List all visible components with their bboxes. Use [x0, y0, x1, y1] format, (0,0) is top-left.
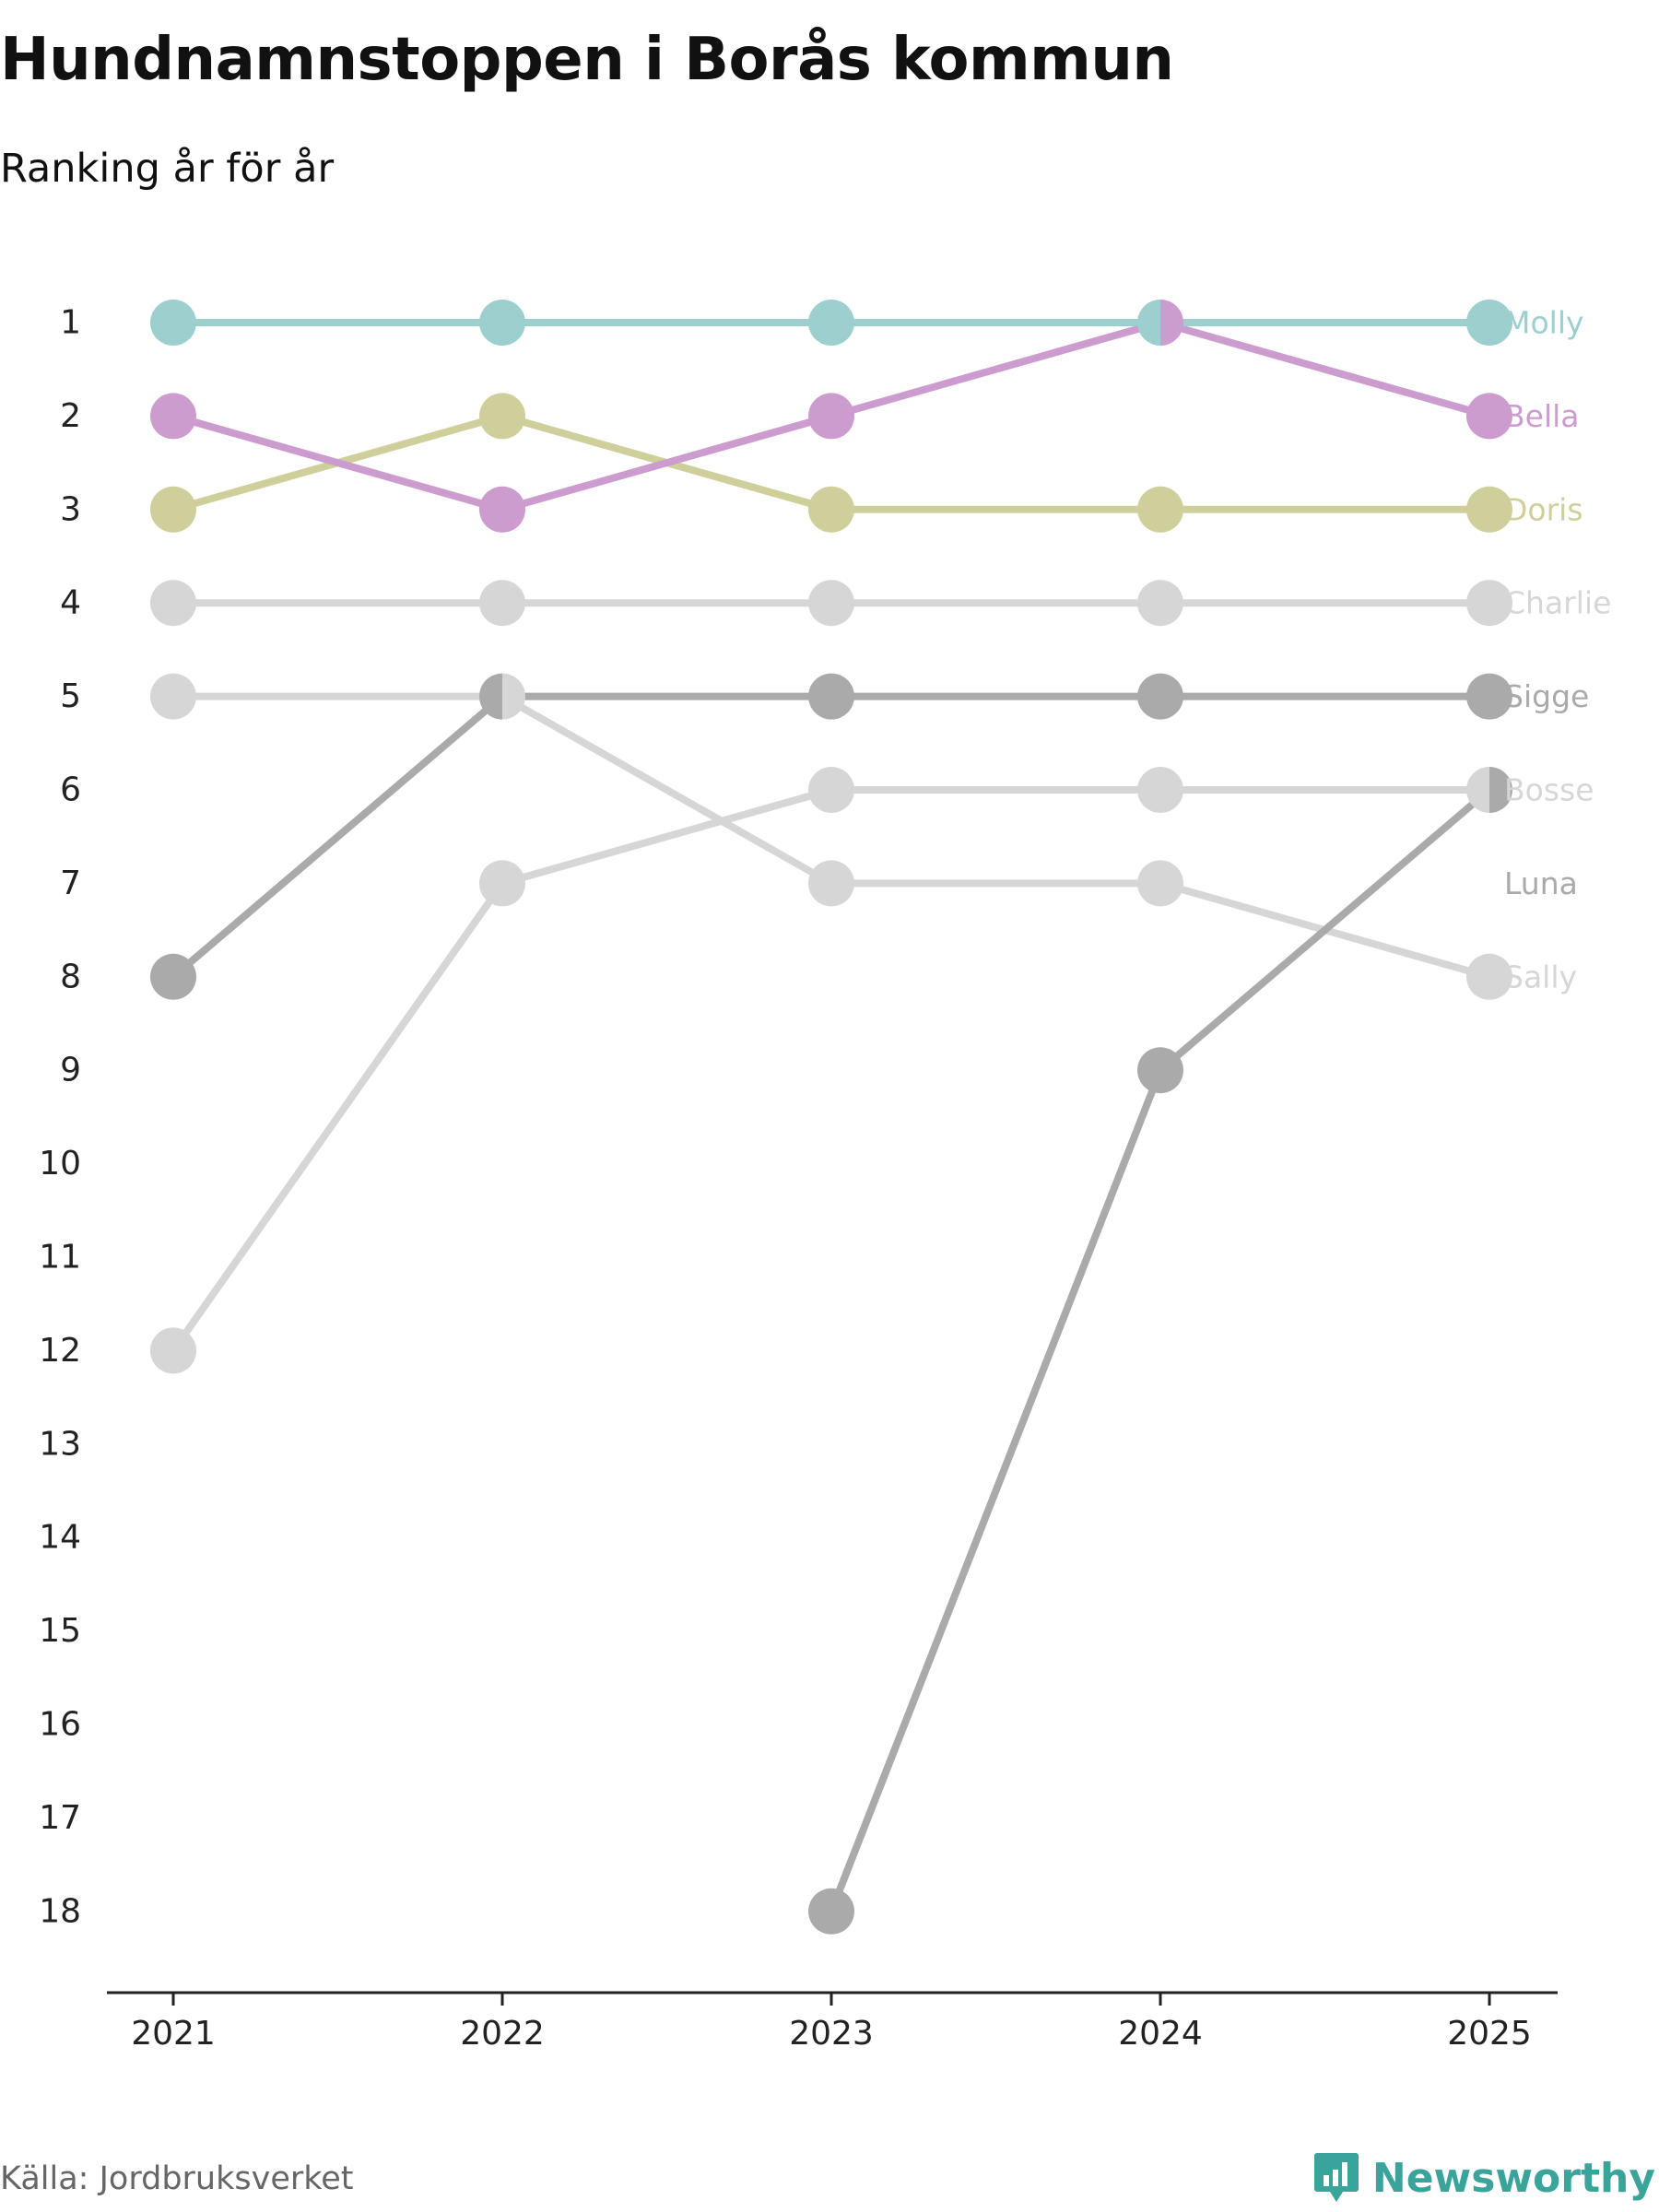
- y-tick-label: 11: [39, 1239, 81, 1277]
- point-bosse[interactable]: [1466, 767, 1489, 813]
- brand-name: Newsworthy: [1371, 2154, 1655, 2202]
- bar-chart-logo-icon: [1313, 2153, 1359, 2202]
- series-label-bosse: Bosse: [1504, 772, 1594, 808]
- series-label-charlie: Charlie: [1504, 585, 1611, 621]
- y-tick-label: 1: [60, 304, 81, 342]
- point-molly[interactable]: [479, 300, 525, 346]
- point-bella[interactable]: [479, 486, 525, 533]
- point-doris[interactable]: [1466, 486, 1512, 533]
- y-tick-label: 10: [39, 1145, 81, 1182]
- y-tick-label: 14: [39, 1519, 81, 1557]
- point-luna[interactable]: [1489, 767, 1512, 813]
- point-sigge[interactable]: [479, 673, 502, 720]
- point-bosse[interactable]: [479, 860, 525, 907]
- point-molly[interactable]: [1466, 300, 1512, 346]
- series-label-luna: Luna: [1504, 865, 1578, 901]
- y-tick-label: 2: [60, 397, 81, 435]
- y-tick-label: 15: [39, 1612, 81, 1650]
- y-tick-label: 3: [60, 490, 81, 528]
- series-line-sally: [170, 692, 1493, 981]
- series-label-sally: Sally: [1504, 959, 1577, 994]
- x-tick-label: 2023: [789, 2015, 874, 2053]
- y-tick-label: 12: [39, 1332, 81, 1370]
- x-axis: 2021 2022 2023 2024 2025: [131, 1993, 1532, 2053]
- y-tick-label: 13: [39, 1425, 81, 1463]
- point-bella[interactable]: [808, 393, 854, 440]
- series-line-luna: [828, 786, 1493, 1915]
- y-tick-label: 18: [39, 1892, 81, 1930]
- point-molly[interactable]: [808, 300, 854, 346]
- x-tick-label: 2025: [1447, 2015, 1532, 2053]
- series-line-sigge: [170, 692, 1493, 981]
- point-charlie[interactable]: [150, 580, 196, 627]
- y-tick-label: 7: [60, 865, 81, 902]
- point-bosse[interactable]: [808, 767, 854, 813]
- source-note: Källa: Jordbruksverket: [0, 2160, 354, 2197]
- point-sally[interactable]: [1137, 860, 1183, 907]
- chart-title: Hundnamnstoppen i Borås kommun: [0, 26, 1174, 94]
- point-molly[interactable]: [1137, 300, 1160, 346]
- y-tick-label: 5: [60, 677, 81, 715]
- x-tick-label: 2022: [460, 2015, 545, 2053]
- point-bella[interactable]: [1466, 393, 1512, 440]
- point-bella[interactable]: [1160, 300, 1183, 346]
- point-luna[interactable]: [1137, 1047, 1183, 1094]
- point-luna[interactable]: [808, 1888, 854, 1935]
- point-sally[interactable]: [502, 673, 525, 720]
- y-tick-label: 16: [39, 1706, 81, 1744]
- series-label-molly: Molly: [1504, 305, 1584, 341]
- point-sigge[interactable]: [1137, 673, 1183, 720]
- series-label-sigge: Sigge: [1504, 678, 1589, 714]
- point-bosse[interactable]: [150, 1327, 196, 1374]
- point-charlie[interactable]: [808, 580, 854, 627]
- series-label-bella: Bella: [1504, 398, 1580, 434]
- chart-subtitle: Ranking år för år: [0, 146, 335, 192]
- series-points: [150, 300, 1512, 1935]
- point-charlie[interactable]: [479, 580, 525, 627]
- point-doris[interactable]: [150, 486, 196, 533]
- point-sigge[interactable]: [150, 953, 196, 1000]
- series-lines: [170, 319, 1493, 1915]
- point-charlie[interactable]: [1137, 580, 1183, 627]
- point-sally[interactable]: [150, 673, 196, 720]
- y-tick-label: 9: [60, 1052, 81, 1089]
- point-doris[interactable]: [1137, 486, 1183, 533]
- point-molly[interactable]: [150, 300, 196, 346]
- y-tick-label: 8: [60, 958, 81, 995]
- point-sigge[interactable]: [808, 673, 854, 720]
- x-tick-label: 2021: [131, 2015, 216, 2053]
- series-label-doris: Doris: [1504, 491, 1583, 527]
- point-doris[interactable]: [808, 486, 854, 533]
- series-labels: Molly Bella Doris Charlie Sigge Bosse Luna Sall…: [1504, 305, 1611, 995]
- y-tick-label: 17: [39, 1799, 81, 1837]
- point-sigge[interactable]: [1466, 673, 1512, 720]
- point-doris[interactable]: [479, 393, 525, 440]
- point-sally[interactable]: [808, 860, 854, 907]
- point-charlie[interactable]: [1466, 580, 1512, 627]
- point-bosse[interactable]: [1137, 767, 1183, 813]
- x-tick-label: 2024: [1118, 2015, 1203, 2053]
- brand[interactable]: Newsworthy: [1313, 2151, 1655, 2205]
- point-sally[interactable]: [1466, 953, 1512, 1000]
- point-bella[interactable]: [150, 393, 196, 440]
- y-tick-label: 6: [60, 771, 81, 809]
- y-tick-label: 4: [60, 584, 81, 622]
